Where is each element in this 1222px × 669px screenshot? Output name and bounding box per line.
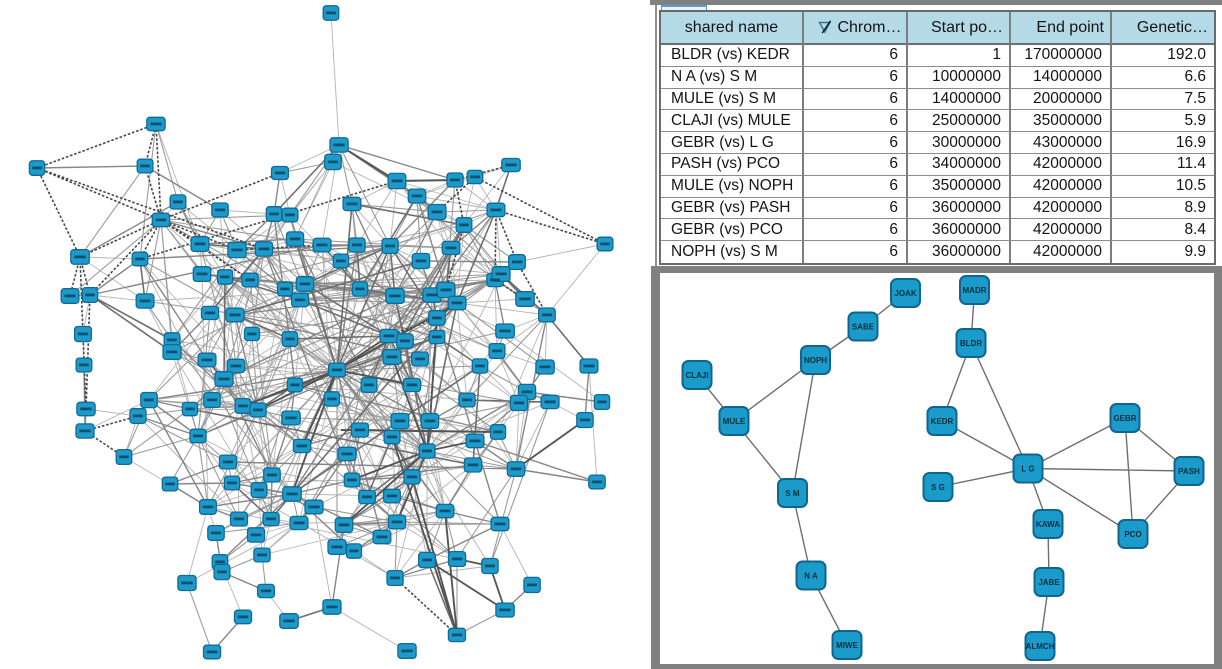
svg-text:KEDR: KEDR [931,417,954,426]
svg-text:S M: S M [785,489,800,498]
svg-text:BLDR: BLDR [960,339,982,348]
svg-text:PASH: PASH [1178,467,1200,476]
svg-text:MULE: MULE [723,417,746,426]
svg-text:NOPH: NOPH [804,356,827,365]
svg-text:MIWE: MIWE [836,641,858,650]
svg-text:ALMCH: ALMCH [1026,642,1055,651]
svg-text:CLAJI: CLAJI [685,371,708,380]
svg-text:PCO: PCO [1124,530,1141,539]
svg-text:JABE: JABE [1038,578,1060,587]
svg-text:MADR: MADR [963,286,987,295]
svg-text:N A: N A [804,572,818,581]
svg-text:KAWA: KAWA [1036,520,1060,529]
svg-text:GEBR: GEBR [1113,414,1136,423]
svg-text:SABE: SABE [852,323,875,332]
svg-text:S G: S G [931,483,945,492]
svg-text:L G: L G [1021,465,1034,474]
svg-text:JOAK: JOAK [894,289,916,298]
